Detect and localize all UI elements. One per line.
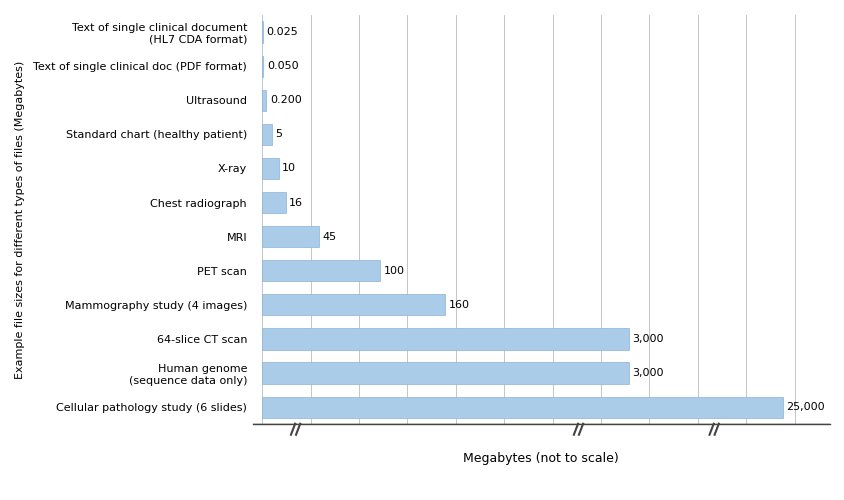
X-axis label: Megabytes (not to scale): Megabytes (not to scale) (463, 452, 619, 465)
Text: 45: 45 (322, 232, 336, 241)
Bar (262, 362, 628, 384)
Text: 3,000: 3,000 (631, 334, 663, 344)
Text: 0.025: 0.025 (266, 27, 298, 37)
Bar (262, 396, 782, 417)
Text: 25,000: 25,000 (785, 402, 824, 412)
Text: 5: 5 (275, 130, 282, 140)
Text: 100: 100 (383, 266, 404, 276)
Bar (262, 328, 628, 349)
Y-axis label: Example file sizes for different types of files (Megabytes): Example file sizes for different types o… (15, 60, 25, 378)
Bar (262, 124, 271, 145)
Text: 10: 10 (282, 164, 296, 173)
Bar (262, 294, 445, 316)
Bar (262, 192, 285, 213)
Text: 0.050: 0.050 (267, 61, 298, 71)
Text: 0.200: 0.200 (269, 96, 301, 106)
Text: 160: 160 (448, 300, 469, 310)
Bar (262, 90, 266, 111)
Bar (262, 158, 279, 179)
Bar (262, 260, 380, 281)
Text: 3,000: 3,000 (631, 368, 663, 378)
Text: 16: 16 (289, 198, 303, 207)
Bar (262, 56, 263, 76)
Bar (262, 226, 318, 247)
